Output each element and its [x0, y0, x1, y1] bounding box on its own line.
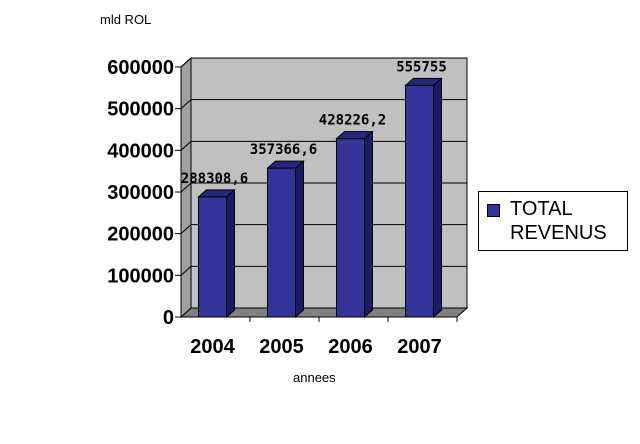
gridline — [180, 265, 467, 276]
data-label: 288308,6 — [181, 171, 248, 187]
bar-top — [197, 189, 236, 198]
x-ticks: 2004 2005 2006 2007 — [190, 317, 458, 358]
bar-side — [364, 130, 373, 319]
y-ticks: 0 100000 200000 300000 400000 500000 600000 — [107, 57, 181, 329]
x-tick-label: 2004 — [190, 336, 235, 358]
bar-top — [335, 131, 374, 140]
data-label: 357366,6 — [250, 142, 317, 158]
gridline — [180, 140, 467, 151]
x-tick-label: 2007 — [397, 336, 442, 358]
bar-2005 — [267, 167, 296, 318]
gridline — [180, 182, 467, 193]
y-axis-title: mld ROL — [100, 12, 151, 27]
gridline — [180, 224, 467, 235]
bar-side — [295, 159, 304, 319]
bar-side — [226, 188, 235, 319]
bars — [197, 77, 443, 319]
plot-area — [179, 56, 469, 319]
legend: TOTAL REVENUS — [478, 191, 628, 251]
bar-top — [404, 77, 443, 86]
gridline — [180, 57, 467, 68]
bar-2006 — [336, 138, 365, 318]
y-tick-label: 600000 — [107, 57, 174, 79]
x-tick-label: 2005 — [259, 336, 304, 358]
data-label: 428226,2 — [319, 113, 386, 129]
y-tick-label: 500000 — [107, 99, 174, 121]
y-tick-label: 400000 — [107, 140, 174, 162]
legend-swatch — [487, 204, 500, 217]
data-label: 555755 — [396, 59, 447, 75]
y-tick-label: 300000 — [107, 182, 174, 204]
y-tick-label: 0 — [163, 307, 174, 329]
y-tick-label: 100000 — [107, 265, 174, 287]
x-tick-label: 2006 — [328, 336, 373, 358]
x-axis-title: annees — [293, 370, 336, 385]
gridline — [180, 99, 467, 110]
bar-2004 — [198, 196, 227, 318]
bar-top — [266, 160, 305, 169]
bar-side — [433, 77, 442, 319]
legend-label: TOTAL REVENUS — [510, 198, 607, 244]
y-tick-label: 200000 — [107, 224, 174, 246]
bar-2007 — [405, 84, 434, 318]
